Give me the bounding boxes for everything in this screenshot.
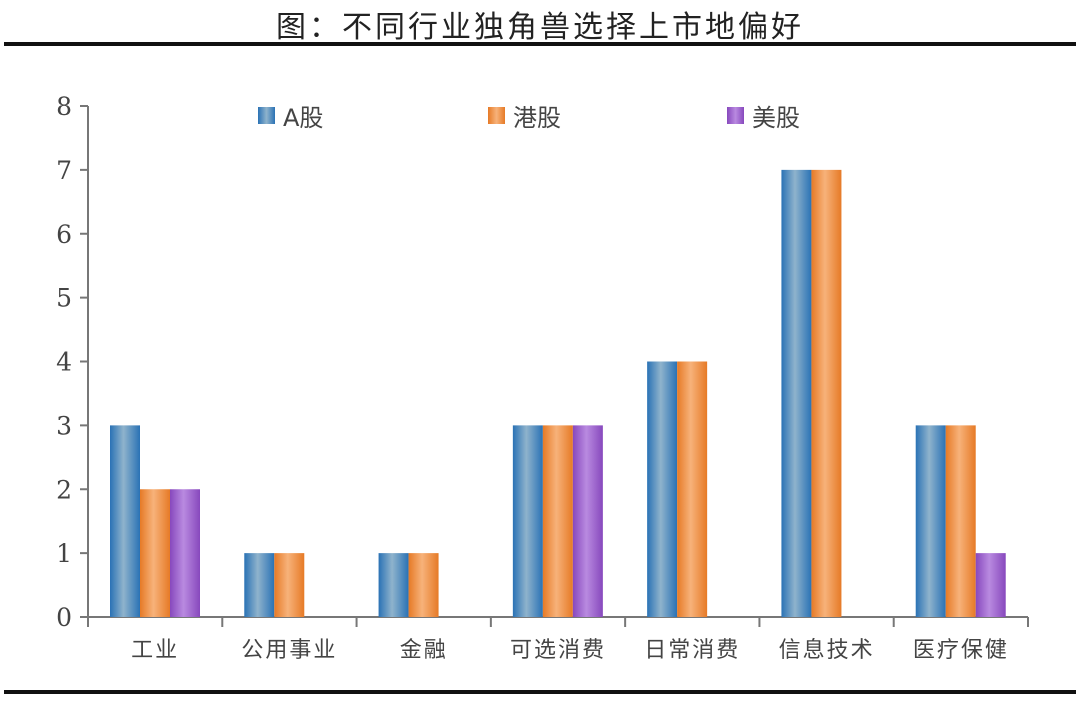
y-tick-label: 6 <box>56 220 72 249</box>
x-category-label: 信息技术 <box>779 638 875 663</box>
bar <box>170 489 200 617</box>
x-category-label: 公用事业 <box>241 638 337 663</box>
bar <box>975 553 1006 617</box>
x-category-label: 日常消费 <box>644 638 740 663</box>
bar <box>781 169 812 617</box>
legend-item: 美股 <box>727 98 800 133</box>
y-tick-label: 5 <box>56 284 72 313</box>
top-rule <box>4 42 1076 46</box>
bar <box>140 489 170 617</box>
legend-label: A股 <box>283 104 324 132</box>
bar <box>110 425 140 617</box>
legend-swatch-icon <box>258 107 275 124</box>
legend-swatch-icon <box>727 107 744 124</box>
bar <box>572 425 603 617</box>
y-tick-label: 8 <box>56 92 72 121</box>
x-category-label: 工业 <box>131 638 179 663</box>
x-category-label: 医疗保健 <box>913 638 1009 663</box>
bar <box>408 553 439 617</box>
bottom-rule <box>4 690 1076 694</box>
x-category-label: 金融 <box>400 638 448 663</box>
axis-labels: 0 1 2 3 4 5 6 7 8 工业 公用事业 金融 可选消费 日常消费 信息技术 医疗保健 <box>56 92 1009 663</box>
legend-item: 港股 <box>488 98 561 133</box>
figure-title: 图：不同行业独角兽选择上市地偏好 <box>276 10 804 45</box>
y-tick-label: 4 <box>56 348 72 377</box>
bars <box>110 169 1006 617</box>
bar <box>274 553 305 617</box>
legend-swatch-icon <box>488 107 505 124</box>
y-tick-label: 1 <box>56 539 72 568</box>
y-tick-label: 7 <box>56 156 72 185</box>
legend-item: A股 <box>258 98 323 133</box>
bar <box>915 425 946 617</box>
legend-label: 港股 <box>513 104 561 132</box>
bar <box>811 169 842 617</box>
x-category-label: 可选消费 <box>510 638 606 663</box>
bar <box>244 553 275 617</box>
bar <box>542 425 573 617</box>
legend-label: 美股 <box>752 104 800 132</box>
bar <box>512 425 543 617</box>
bar <box>677 361 708 617</box>
y-tick-label: 3 <box>56 411 72 440</box>
bar <box>945 425 976 617</box>
bar <box>378 553 409 617</box>
y-tick-label: 2 <box>56 475 72 504</box>
bar <box>647 361 678 617</box>
y-tick-label: 0 <box>56 603 72 632</box>
